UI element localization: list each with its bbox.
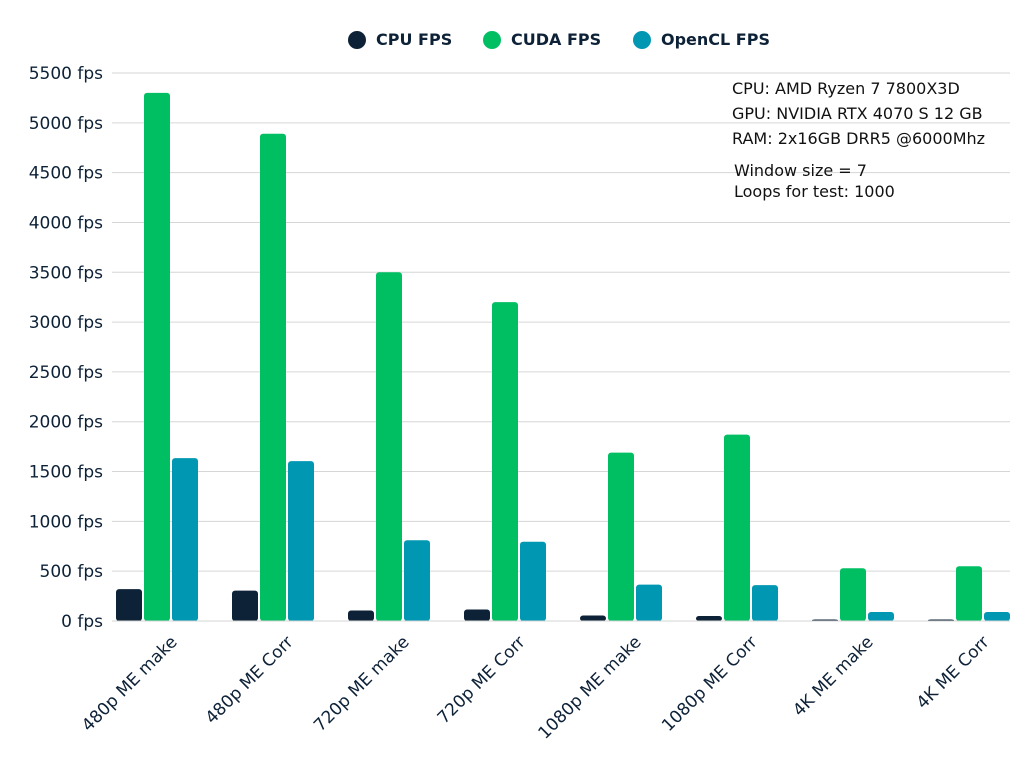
bar-opencl-fps — [520, 541, 546, 621]
x-tick-label: 720p ME make — [310, 632, 413, 735]
bar-cpu-fps — [232, 590, 258, 621]
bar-cpu-fps — [348, 610, 374, 621]
x-tick-label: 480p ME make — [78, 632, 181, 735]
bar-cuda-fps — [956, 566, 982, 621]
y-tick-label: 3000 fps — [29, 313, 103, 333]
bar-cuda-fps — [376, 272, 402, 621]
bar-cpu-fps — [464, 609, 490, 621]
y-tick-label: 1000 fps — [29, 512, 103, 532]
bar-cpu-fps — [116, 589, 142, 621]
annotation-text: Window size = 7 — [734, 161, 867, 180]
bar-cuda-fps — [144, 92, 170, 622]
bar-opencl-fps — [868, 612, 894, 621]
bar-cuda-fps — [724, 434, 750, 621]
y-tick-label: 0 fps — [61, 612, 103, 632]
bar-opencl-fps — [288, 461, 314, 621]
bar-cuda-fps — [260, 133, 286, 621]
x-tick-label: 4K ME make — [789, 632, 877, 720]
bar-cuda-fps — [608, 452, 634, 621]
legend-label: CUDA FPS — [511, 30, 601, 49]
x-tick-label: 480p ME Corr — [202, 632, 298, 728]
y-tick-label: 5000 fps — [29, 114, 103, 134]
x-tick-label: 1080p ME Corr — [658, 632, 761, 735]
bar-cuda-fps — [492, 302, 518, 621]
y-tick-label: 3500 fps — [29, 263, 103, 283]
bar-cpu-fps — [696, 616, 722, 621]
y-tick-label: 1500 fps — [29, 463, 103, 483]
annotation-text: Loops for test: 1000 — [734, 182, 895, 201]
legend-label: CPU FPS — [376, 30, 452, 49]
legend-marker — [633, 31, 651, 49]
y-tick-label: 2500 fps — [29, 363, 103, 383]
annotation-text: RAM: 2x16GB DRR5 @6000Mhz — [732, 129, 985, 148]
bar-opencl-fps — [752, 585, 778, 621]
legend-marker — [483, 31, 501, 49]
x-tick-label: 1080p ME make — [535, 632, 646, 743]
y-tick-label: 4000 fps — [29, 213, 103, 233]
y-tick-label: 5500 fps — [29, 64, 103, 84]
x-tick-label: 4K ME Corr — [913, 632, 994, 713]
y-tick-label: 4500 fps — [29, 164, 103, 184]
bar-opencl-fps — [404, 540, 430, 621]
y-tick-label: 2000 fps — [29, 413, 103, 433]
annotation-text: CPU: AMD Ryzen 7 7800X3D — [732, 79, 960, 98]
bar-cuda-fps — [840, 568, 866, 621]
bar-opencl-fps — [984, 612, 1010, 621]
annotation-text: GPU: NVIDIA RTX 4070 S 12 GB — [732, 104, 983, 123]
x-tick-label: 720p ME Corr — [434, 632, 530, 728]
legend-label: OpenCL FPS — [661, 30, 770, 49]
bar-opencl-fps — [636, 584, 662, 621]
bar-cpu-fps — [580, 615, 606, 621]
bar-opencl-fps — [172, 458, 198, 621]
y-tick-label: 500 fps — [40, 562, 104, 582]
legend-marker — [348, 31, 366, 49]
